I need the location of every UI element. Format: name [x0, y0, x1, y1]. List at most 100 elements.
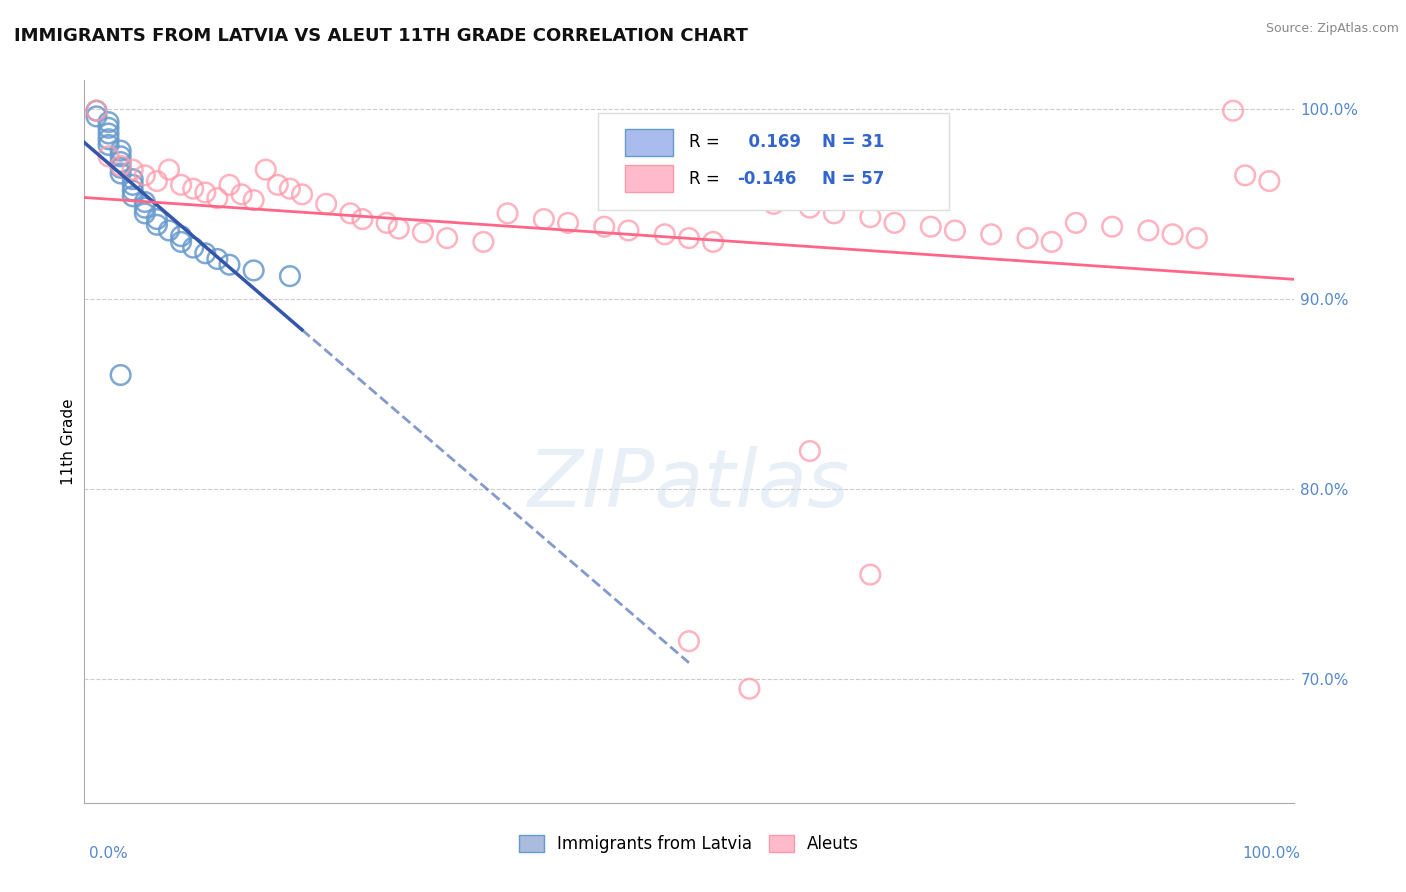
- Point: [97, 132, 120, 146]
- Point: [352, 212, 374, 227]
- Text: 100.0%: 100.0%: [1243, 846, 1301, 861]
- Point: [194, 186, 217, 200]
- Point: [218, 178, 240, 192]
- Point: [278, 181, 301, 195]
- Point: [146, 212, 169, 227]
- Point: [97, 137, 120, 152]
- Point: [134, 201, 156, 215]
- Point: [110, 368, 132, 382]
- Text: 0.0%: 0.0%: [89, 846, 128, 861]
- Point: [134, 169, 156, 183]
- FancyBboxPatch shape: [624, 128, 673, 156]
- Point: [557, 216, 579, 230]
- Point: [110, 149, 132, 163]
- Point: [134, 194, 156, 209]
- Point: [121, 178, 143, 192]
- Point: [388, 221, 411, 235]
- Point: [799, 444, 821, 458]
- Point: [146, 174, 169, 188]
- Point: [980, 227, 1002, 242]
- Point: [242, 263, 264, 277]
- Point: [654, 227, 676, 242]
- Point: [738, 187, 761, 202]
- Point: [738, 681, 761, 696]
- Point: [472, 235, 495, 249]
- Point: [207, 252, 229, 266]
- Point: [859, 210, 882, 224]
- Point: [86, 103, 108, 118]
- Point: [702, 235, 724, 249]
- Point: [110, 166, 132, 180]
- Point: [823, 206, 845, 220]
- Point: [121, 184, 143, 198]
- Text: R =: R =: [689, 134, 720, 152]
- Point: [678, 634, 700, 648]
- Point: [97, 149, 120, 163]
- Point: [146, 218, 169, 232]
- Point: [110, 155, 132, 169]
- Point: [157, 223, 180, 237]
- Point: [678, 231, 700, 245]
- Point: [799, 201, 821, 215]
- Point: [157, 162, 180, 177]
- Point: [943, 223, 966, 237]
- Point: [883, 216, 905, 230]
- Point: [1040, 235, 1063, 249]
- Point: [1185, 231, 1208, 245]
- Point: [339, 206, 361, 220]
- Point: [1064, 216, 1087, 230]
- Point: [181, 181, 204, 195]
- FancyBboxPatch shape: [624, 165, 673, 193]
- Point: [1222, 103, 1244, 118]
- Text: N = 57: N = 57: [823, 169, 884, 187]
- Point: [170, 178, 193, 192]
- Point: [315, 197, 337, 211]
- Point: [762, 197, 785, 211]
- Point: [110, 159, 132, 173]
- Text: R =: R =: [689, 169, 720, 187]
- Text: 0.169: 0.169: [737, 134, 801, 152]
- Text: Source: ZipAtlas.com: Source: ZipAtlas.com: [1265, 22, 1399, 36]
- Point: [859, 567, 882, 582]
- Point: [1234, 169, 1257, 183]
- Text: IMMIGRANTS FROM LATVIA VS ALEUT 11TH GRADE CORRELATION CHART: IMMIGRANTS FROM LATVIA VS ALEUT 11TH GRA…: [14, 27, 748, 45]
- Point: [496, 206, 519, 220]
- Point: [1017, 231, 1039, 245]
- Point: [1101, 219, 1123, 234]
- Y-axis label: 11th Grade: 11th Grade: [60, 398, 76, 485]
- Text: N = 31: N = 31: [823, 134, 884, 152]
- Point: [291, 187, 314, 202]
- Point: [194, 246, 217, 260]
- Point: [170, 229, 193, 244]
- Point: [97, 127, 120, 141]
- Point: [86, 103, 108, 118]
- Point: [1161, 227, 1184, 242]
- Point: [436, 231, 458, 245]
- Point: [110, 144, 132, 158]
- Point: [121, 189, 143, 203]
- Point: [267, 178, 290, 192]
- Point: [86, 109, 108, 123]
- Legend: Immigrants from Latvia, Aleuts: Immigrants from Latvia, Aleuts: [512, 828, 866, 860]
- Point: [412, 226, 434, 240]
- Point: [920, 219, 942, 234]
- Point: [97, 120, 120, 135]
- Point: [134, 206, 156, 220]
- Point: [254, 162, 277, 177]
- Point: [218, 258, 240, 272]
- Point: [593, 219, 616, 234]
- Point: [231, 187, 253, 202]
- Point: [1258, 174, 1281, 188]
- Point: [181, 241, 204, 255]
- Point: [533, 212, 555, 227]
- Point: [110, 161, 132, 175]
- FancyBboxPatch shape: [599, 112, 949, 211]
- Point: [97, 115, 120, 129]
- Point: [121, 172, 143, 186]
- Point: [617, 223, 640, 237]
- Point: [242, 193, 264, 207]
- Point: [207, 191, 229, 205]
- Point: [375, 216, 398, 230]
- Point: [278, 269, 301, 284]
- Point: [1137, 223, 1160, 237]
